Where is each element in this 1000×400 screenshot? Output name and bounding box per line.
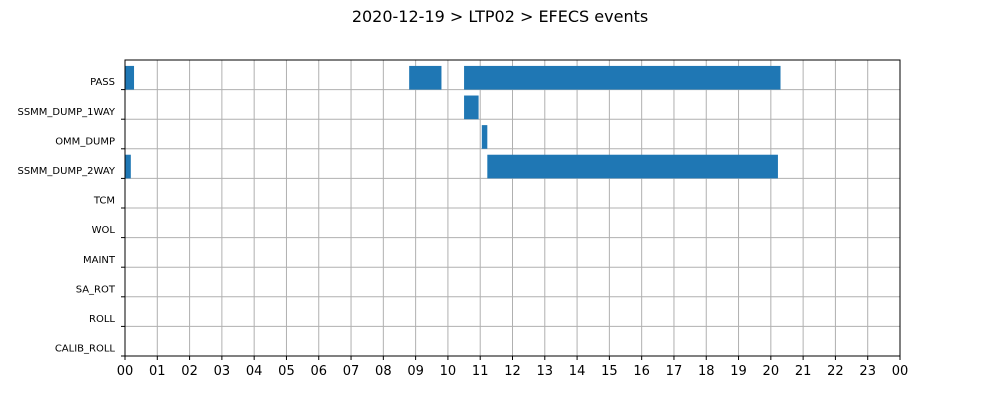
- event-bar-ssmm-dump-2way: [487, 154, 778, 179]
- x-tick-label: 00: [117, 364, 134, 379]
- y-tick-label: SSMM_DUMP_2WAY: [17, 166, 115, 177]
- x-tick-label: 00: [892, 364, 909, 379]
- x-tick-label: 07: [343, 364, 360, 379]
- y-tick-label: WOL: [92, 225, 116, 236]
- y-axis: PASS SSMM_DUMP_1WAY OMM_DUMP SSMM_DUMP_2WAY…: [17, 77, 125, 357]
- y-tick-label: CALIB_ROLL: [55, 344, 116, 355]
- x-tick-label: 08: [375, 364, 392, 379]
- y-tick-label: PASS: [90, 77, 115, 88]
- x-tick-label: 03: [214, 364, 231, 379]
- x-tick-label: 01: [149, 364, 166, 379]
- x-tick-label: 23: [859, 364, 876, 379]
- event-bar-pass: [409, 65, 442, 90]
- event-bar-omm-dump: [481, 125, 488, 149]
- x-tick-label: 04: [246, 364, 263, 379]
- y-tick-label: OMM_DUMP: [55, 136, 115, 147]
- x-tick-label: 16: [633, 364, 650, 379]
- y-tick-label: SSMM_DUMP_1WAY: [17, 107, 115, 118]
- x-tick-label: 14: [569, 364, 586, 379]
- plot-frame: [124, 59, 901, 357]
- x-tick-label: 11: [472, 364, 489, 379]
- x-tick-label: 15: [601, 364, 618, 379]
- x-tick-label: 02: [181, 364, 198, 379]
- x-tick-label: 21: [795, 364, 812, 379]
- y-tick-label: TCM: [93, 196, 115, 207]
- chart-title: 2020-12-19 > LTP02 > EFECS events: [352, 7, 648, 26]
- x-tick-label: 05: [278, 364, 295, 379]
- x-tick-label: 18: [698, 364, 715, 379]
- event-bar-ssmm-dump-2way: [125, 154, 131, 179]
- y-tick-label: SA_ROT: [76, 284, 116, 295]
- event-bar-pass: [125, 65, 135, 90]
- x-tick-label: 20: [763, 364, 780, 379]
- x-tick-label: 10: [440, 364, 457, 379]
- grid-layer: [124, 60, 901, 356]
- y-tick-label: ROLL: [89, 314, 115, 325]
- x-tick-label: 06: [310, 364, 327, 379]
- x-tick-label: 17: [666, 364, 683, 379]
- event-bars: [125, 65, 781, 179]
- event-bar-pass: [464, 65, 781, 90]
- x-tick-label: 13: [537, 364, 554, 379]
- y-tick-label: MAINT: [83, 255, 116, 266]
- event-bar-ssmm-dump-1way: [464, 95, 479, 120]
- x-axis: 00 01 02 03 04 05 06 07 08 09 10 11 12 13 14 15 16 17 18 19…: [117, 356, 909, 379]
- x-tick-label: 09: [407, 364, 424, 379]
- x-tick-label: 22: [827, 364, 844, 379]
- x-tick-label: 19: [730, 364, 747, 379]
- x-tick-label: 12: [504, 364, 521, 379]
